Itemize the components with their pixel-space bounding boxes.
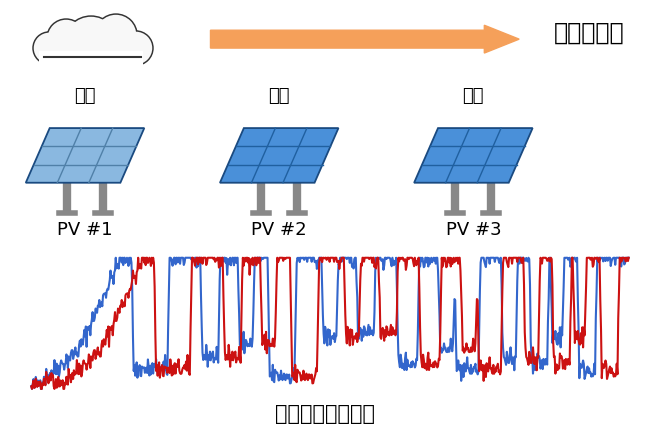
- Text: 晴れ: 晴れ: [268, 87, 290, 105]
- Circle shape: [120, 32, 152, 64]
- Text: 出力変動の時間差: 出力変動の時間差: [275, 404, 375, 424]
- Text: PV #1: PV #1: [57, 221, 113, 239]
- Circle shape: [86, 35, 120, 71]
- Circle shape: [84, 34, 122, 72]
- Polygon shape: [26, 128, 144, 183]
- Text: PV #3: PV #3: [445, 221, 501, 239]
- Text: 天候の推移: 天候の推移: [554, 21, 624, 45]
- FancyBboxPatch shape: [39, 51, 143, 76]
- Polygon shape: [220, 128, 339, 183]
- Circle shape: [63, 15, 119, 71]
- Circle shape: [64, 17, 118, 70]
- Circle shape: [34, 33, 64, 64]
- Polygon shape: [414, 128, 532, 183]
- Circle shape: [61, 35, 97, 71]
- Circle shape: [118, 30, 154, 66]
- Text: 曇り: 曇り: [74, 87, 96, 105]
- Circle shape: [47, 20, 84, 57]
- Text: PV #2: PV #2: [252, 221, 307, 239]
- Text: 晴れ: 晴れ: [463, 87, 484, 105]
- Circle shape: [96, 15, 136, 56]
- Circle shape: [32, 31, 66, 65]
- Circle shape: [94, 13, 138, 57]
- FancyArrow shape: [211, 25, 519, 53]
- Circle shape: [46, 18, 86, 58]
- Circle shape: [62, 37, 96, 70]
